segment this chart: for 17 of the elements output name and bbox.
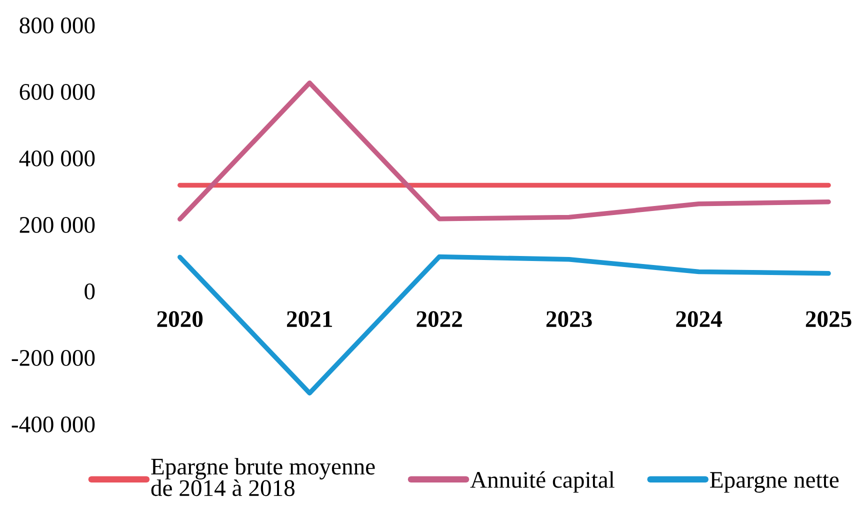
y-tick-label: 600 000 [20, 84, 95, 100]
x-tick-label: 2022 [416, 311, 462, 328]
y-tick-label: -400 000 [12, 416, 95, 432]
legend-label: Epargne brute moyenne de 2014 à 2018 [151, 458, 375, 496]
x-tick-label: 2025 [806, 311, 852, 328]
y-tick-label: 400 000 [19, 150, 95, 166]
line-series [178, 80, 831, 222]
y-tick-label: 800 000 [20, 17, 95, 34]
x-tick-label: 2024 [676, 311, 722, 328]
y-tick-label: 200 000 [20, 216, 95, 233]
legend-label: Annuité capital [470, 471, 614, 493]
y-tick-label: 0 [84, 283, 95, 300]
x-tick-label: 2023 [546, 311, 592, 328]
y-tick-label: -200 000 [12, 350, 95, 366]
x-tick-label: 2021 [286, 311, 332, 328]
x-tick-label: 2020 [157, 311, 203, 328]
legend-label: Epargne nette [710, 472, 839, 493]
